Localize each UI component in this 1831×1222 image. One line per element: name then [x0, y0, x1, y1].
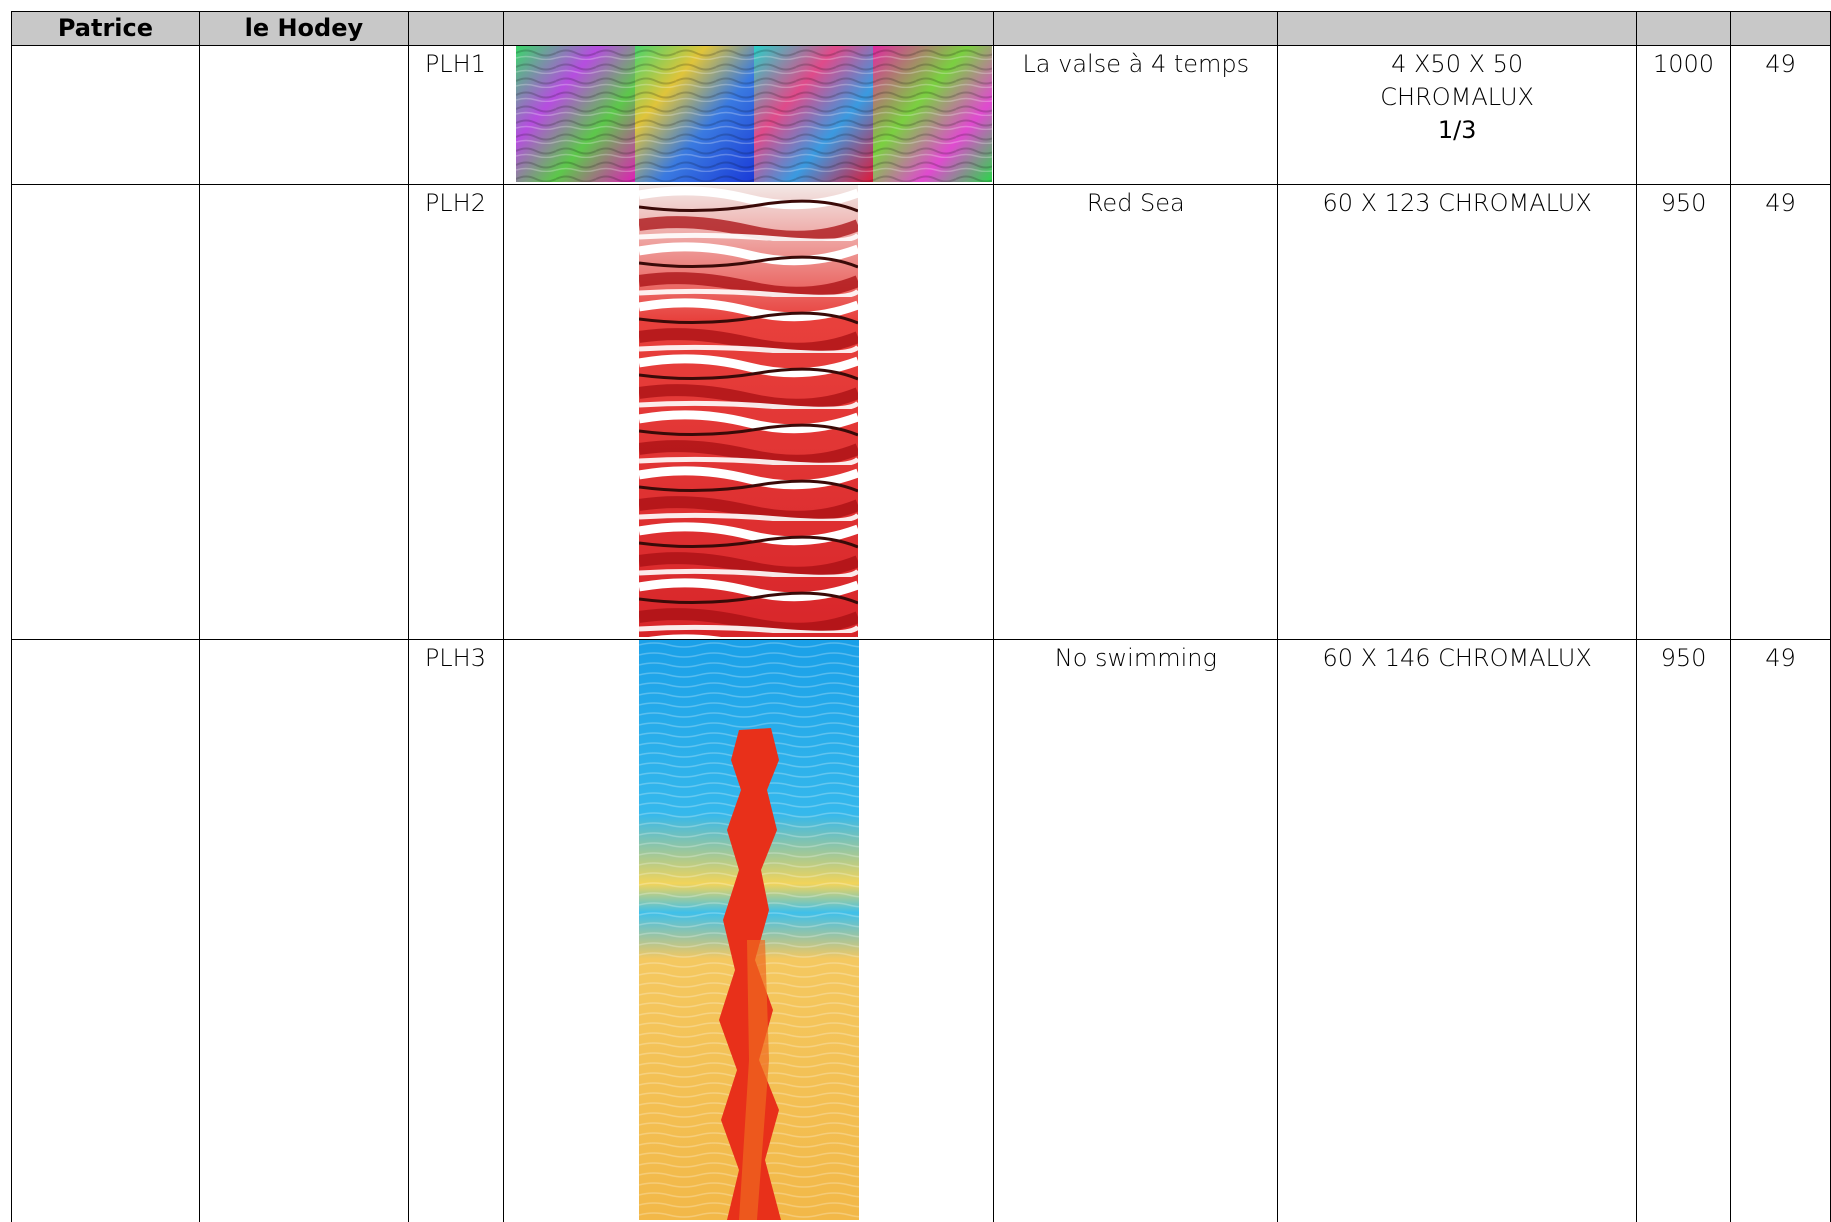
artwork-title: La valse à 4 temps	[994, 46, 1278, 185]
dimensions-line: CHROMALUX	[1278, 81, 1636, 114]
table-row: PLH2	[12, 185, 1831, 640]
artwork-table: Patrice le Hodey PLH1	[11, 11, 1831, 1222]
table-row: PLH3	[12, 640, 1831, 1222]
empty-cell	[199, 46, 408, 185]
artwork-tax: 49	[1731, 46, 1831, 185]
header-cell-ref	[408, 12, 503, 46]
header-first-name: Patrice	[12, 12, 200, 46]
artwork-dimensions: 60 X 123 CHROMALUX	[1278, 185, 1637, 640]
artwork-ref: PLH1	[408, 46, 503, 185]
artwork-image-cell	[503, 185, 994, 640]
header-row: Patrice le Hodey	[12, 12, 1831, 46]
artwork-image-cell	[503, 640, 994, 1222]
dimensions-line: 4 X50 X 50	[1278, 48, 1636, 81]
header-cell-image	[503, 12, 994, 46]
artwork-title: No swimming	[994, 640, 1278, 1222]
multicolor-water-quadriptych-image	[516, 46, 992, 182]
artwork-ref: PLH3	[408, 640, 503, 1222]
red-water-ripples-image	[639, 185, 858, 637]
artwork-price: 950	[1637, 640, 1731, 1222]
header-cell-price	[1637, 12, 1731, 46]
table-row: PLH1	[12, 46, 1831, 185]
artwork-ref: PLH2	[408, 185, 503, 640]
artwork-tax: 49	[1731, 185, 1831, 640]
artwork-dimensions: 4 X50 X 50 CHROMALUX 1/3	[1278, 46, 1637, 185]
empty-cell	[199, 185, 408, 640]
artwork-title: Red Sea	[994, 185, 1278, 640]
header-cell-tax	[1731, 12, 1831, 46]
artwork-image-cell	[503, 46, 994, 185]
artwork-price: 950	[1637, 185, 1731, 640]
empty-cell	[12, 185, 200, 640]
artwork-tax: 49	[1731, 640, 1831, 1222]
edition-number: 1/3	[1278, 114, 1636, 147]
header-cell-dimensions	[1278, 12, 1637, 46]
blue-yellow-red-reflection-image	[639, 640, 859, 1220]
empty-cell	[12, 46, 200, 185]
header-last-name: le Hodey	[199, 12, 408, 46]
artwork-dimensions: 60 X 146 CHROMALUX	[1278, 640, 1637, 1222]
artwork-price: 1000	[1637, 46, 1731, 185]
empty-cell	[199, 640, 408, 1222]
dimensions-line: 60 X 123 CHROMALUX	[1278, 187, 1636, 220]
header-cell-title	[994, 12, 1278, 46]
empty-cell	[12, 640, 200, 1222]
dimensions-line: 60 X 146 CHROMALUX	[1278, 642, 1636, 675]
